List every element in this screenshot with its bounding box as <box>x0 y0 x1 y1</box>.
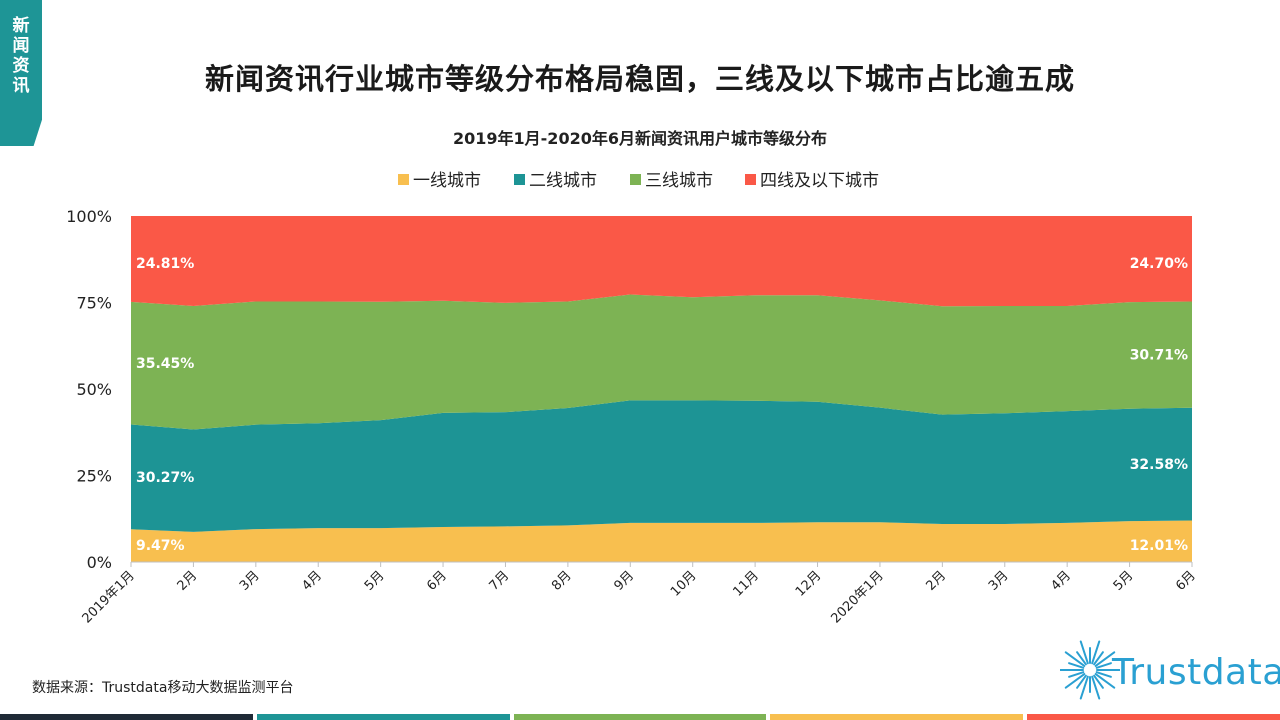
bottom-bar-segment-1 <box>0 714 253 720</box>
x-tick-label: 5月 <box>362 568 388 594</box>
x-tick-label: 2020年1月 <box>829 568 887 626</box>
sunburst-ray <box>1076 651 1087 666</box>
data-label-4: 24.81% <box>136 256 194 272</box>
x-tick-label: 10月 <box>668 568 699 599</box>
y-tick-label: 25% <box>76 467 112 486</box>
data-label-7: 30.71% <box>1130 348 1188 364</box>
trustdata-logo: Trustdata <box>1060 632 1280 704</box>
x-tick-label: 4月 <box>1048 568 1074 594</box>
sunburst-ray <box>1094 673 1116 689</box>
legend-label-3: 三线城市 <box>645 171 713 191</box>
legend-swatch-4 <box>745 174 756 185</box>
x-tick-label: 7月 <box>487 568 513 594</box>
data-label-2: 30.27% <box>136 470 194 486</box>
y-tick-label: 0% <box>87 553 112 572</box>
sunburst-ray <box>1095 662 1112 669</box>
x-tick-label: 9月 <box>611 568 637 594</box>
x-tick-label: 12月 <box>793 568 824 599</box>
legend-label-1: 一线城市 <box>413 171 481 191</box>
x-tick-label: 3月 <box>986 568 1012 594</box>
page-title: 新闻资讯行业城市等级分布格局稳固，三线及以下城市占比逾五成 <box>204 62 1075 96</box>
x-tick-label: 4月 <box>299 568 325 594</box>
legend-swatch-3 <box>630 174 641 185</box>
sunburst-ray <box>1095 671 1112 678</box>
sunburst-ray <box>1093 674 1104 689</box>
bottom-bar-segment-2 <box>256 714 510 720</box>
source-note: 数据来源：Trustdata移动大数据监测平台 <box>32 680 294 696</box>
data-label-3: 35.45% <box>136 356 194 372</box>
y-tick-label: 50% <box>76 380 112 399</box>
x-tick-label: 11月 <box>730 568 761 599</box>
chart-title: 2019年1月-2020年6月新闻资讯用户城市等级分布 <box>453 129 827 148</box>
sunburst-ray <box>1064 673 1086 689</box>
data-label-6: 32.58% <box>1130 457 1188 473</box>
sunburst-ray <box>1091 640 1101 665</box>
bottom-bar-segment-4 <box>770 714 1024 720</box>
legend-label-4: 四线及以下城市 <box>760 171 879 191</box>
sunburst-ray <box>1094 651 1116 667</box>
data-label-8: 24.70% <box>1130 256 1188 272</box>
x-tick-label: 3月 <box>237 568 263 594</box>
y-tick-label: 75% <box>76 294 112 313</box>
y-tick-label: 100% <box>66 207 112 226</box>
bottom-bar-segment-5 <box>1027 714 1280 720</box>
x-tick-label: 2019年1月 <box>80 568 138 626</box>
legend-swatch-2 <box>514 174 525 185</box>
sunburst-ray <box>1079 640 1089 665</box>
bottom-bar-segment-3 <box>513 714 767 720</box>
sunburst-ray <box>1076 674 1087 689</box>
sunburst-ray <box>1064 651 1086 667</box>
data-label-5: 12.01% <box>1130 538 1188 554</box>
legend-label-2: 二线城市 <box>529 171 597 191</box>
sunburst-icon <box>1060 640 1120 700</box>
legend-swatch-1 <box>398 174 409 185</box>
corner-tag-text: 新闻资讯 <box>12 16 30 96</box>
x-tick-label: 8月 <box>549 568 575 594</box>
x-tick-label: 5月 <box>1111 568 1137 594</box>
area-series-4 <box>131 216 1192 307</box>
bottom-color-bar <box>0 714 1280 720</box>
data-label-1: 9.47% <box>136 538 185 554</box>
sunburst-ray <box>1079 675 1089 700</box>
area-series-2 <box>131 400 1192 532</box>
x-tick-label: 2月 <box>175 568 201 594</box>
corner-tag: 新闻资讯 <box>0 0 42 146</box>
area-series-3 <box>131 294 1192 430</box>
x-tick-label: 6月 <box>1173 568 1199 594</box>
sunburst-ray <box>1068 662 1085 669</box>
x-tick-label: 6月 <box>424 568 450 594</box>
sunburst-ray <box>1093 651 1104 666</box>
sunburst-ray <box>1091 675 1101 700</box>
area-series-1 <box>131 520 1192 562</box>
sunburst-ray <box>1068 671 1085 678</box>
brand-name: Trustdata <box>1112 652 1280 693</box>
x-tick-label: 2月 <box>924 568 950 594</box>
